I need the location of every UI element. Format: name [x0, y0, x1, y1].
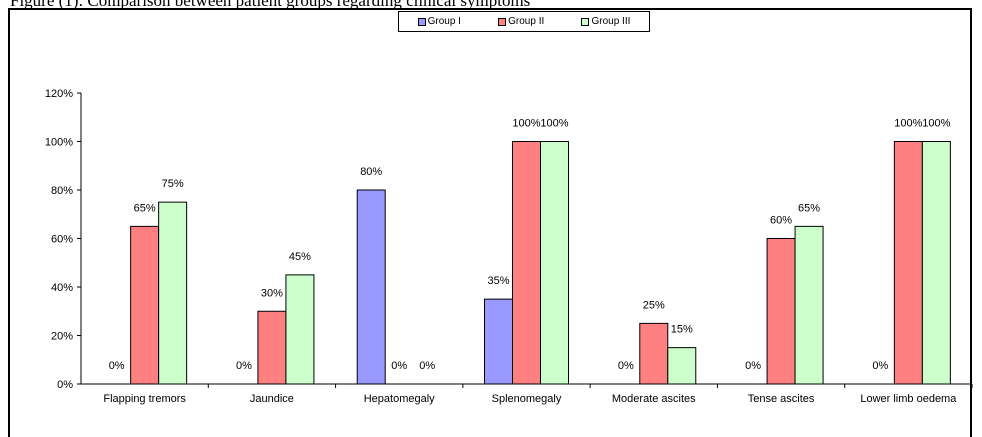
y-tick-label: 100% [45, 137, 73, 149]
bar [257, 310, 287, 385]
data-label: 0% [236, 360, 252, 372]
legend-label-group-1: Group I [427, 16, 461, 27]
bar [667, 347, 697, 385]
chart-legend: Group I Group II Group III [398, 11, 650, 32]
data-label: 100% [540, 118, 568, 130]
x-tick-label: Splenomegaly [492, 393, 562, 405]
data-label: 75% [162, 178, 184, 190]
data-label: 65% [798, 202, 820, 214]
data-label: 100% [922, 118, 950, 130]
data-label: 35% [487, 275, 509, 287]
bar [766, 238, 796, 385]
data-label: 30% [261, 287, 283, 299]
x-tick-label: Lower limb oedema [860, 393, 957, 405]
x-tick-label: Moderate ascites [612, 393, 696, 405]
y-tick-label: 0% [57, 379, 73, 391]
bar [921, 141, 951, 385]
x-tick-label: Jaundice [250, 393, 294, 405]
bar [893, 141, 923, 385]
data-label: 100% [512, 118, 540, 130]
bar [285, 274, 315, 385]
legend-label-group-3: Group III [591, 16, 631, 27]
data-label: 15% [671, 324, 693, 336]
x-tick-label: Flapping tremors [103, 393, 186, 405]
legend-item-group-1: Group I [417, 16, 461, 27]
data-label: 0% [618, 360, 634, 372]
legend-swatch-group-2 [498, 17, 507, 26]
bar [512, 141, 541, 385]
bar [158, 201, 188, 385]
x-tick-label: Tense ascites [748, 393, 815, 405]
data-label: 45% [289, 251, 311, 263]
legend-item-group-2: Group II [498, 16, 544, 27]
y-tick-label: 20% [51, 331, 73, 343]
legend-item-group-3: Group III [581, 16, 630, 27]
data-label: 100% [894, 118, 922, 130]
legend-swatch-group-1 [417, 17, 426, 26]
y-tick-label: 60% [51, 234, 73, 246]
y-tick-label: 80% [51, 185, 73, 197]
legend-swatch-group-3 [581, 17, 590, 26]
x-tick-label: Hepatomegaly [364, 393, 435, 405]
bar [484, 298, 513, 385]
bar [356, 189, 386, 385]
legend-label-group-2: Group II [508, 16, 545, 27]
data-label: 0% [872, 360, 888, 372]
data-label: 0% [745, 360, 761, 372]
figure-caption: Figure (1): Comparison between patient g… [10, 0, 531, 10]
data-label: 0% [419, 360, 435, 372]
data-label: 80% [360, 166, 382, 178]
y-tick-label: 120% [45, 88, 73, 100]
bar [639, 322, 669, 385]
bar [540, 141, 569, 385]
data-label: 65% [134, 202, 156, 214]
bar [130, 225, 160, 385]
bar [794, 225, 824, 385]
data-label: 0% [109, 360, 125, 372]
y-tick-label: 40% [51, 282, 73, 294]
data-label: 60% [770, 215, 792, 227]
data-label: 25% [643, 299, 665, 311]
data-label: 0% [391, 360, 407, 372]
